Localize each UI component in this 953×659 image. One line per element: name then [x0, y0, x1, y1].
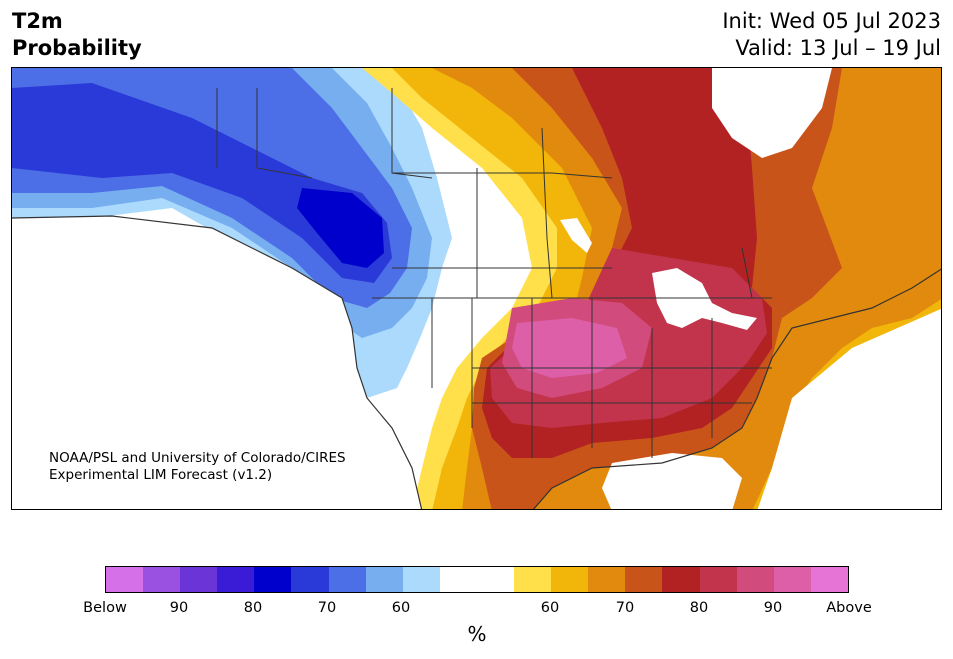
credit-text: NOAA/PSL and University of Colorado/CIRE… [49, 450, 346, 484]
colorbar [105, 566, 849, 593]
colorbar-swatch-18 [773, 567, 811, 592]
cold-80-region [12, 83, 392, 283]
colorbar-tick-cold-70: 70 [317, 600, 337, 616]
colorbar-swatch-10 [476, 567, 515, 592]
colorbar-swatch-15 [662, 567, 700, 592]
warm-95-region [512, 318, 627, 378]
colorbar-swatch-1 [143, 567, 181, 592]
coastline [12, 215, 941, 509]
colorbar-tick-warm-70: 70 [615, 600, 635, 616]
hudson-bay [712, 68, 832, 158]
colorbar-swatch-17 [736, 567, 774, 592]
political-borders [216, 88, 772, 458]
colorbar-swatch-4 [254, 567, 292, 592]
map-svg [12, 68, 941, 509]
colorbar-tick-cold-60: 60 [391, 600, 411, 616]
colorbar-tick-warm-90: 90 [763, 600, 783, 616]
colorbar-swatch-11 [514, 567, 552, 592]
pacific-ocean [12, 216, 422, 509]
colorbar-swatch-19 [810, 567, 848, 592]
colorbar-swatch-7 [365, 567, 403, 592]
atlantic-ocean [757, 308, 941, 509]
credit-line2: Experimental LIM Forecast (v1.2) [49, 467, 273, 483]
colorbar-tick-warm-80: 80 [689, 600, 709, 616]
forecast-dates: Init: Wed 05 Jul 2023 Valid: 13 Jul – 19… [722, 8, 941, 62]
title-metric: Probability [12, 36, 142, 60]
colorbar-swatch-6 [328, 567, 366, 592]
colorbar-swatch-5 [291, 567, 329, 592]
credit-line1: NOAA/PSL and University of Colorado/CIRE… [49, 450, 346, 466]
colorbar-swatch-8 [402, 567, 440, 592]
colorbar-swatch-3 [217, 567, 255, 592]
colorbar-swatch-14 [625, 567, 663, 592]
colorbar-swatch-13 [588, 567, 626, 592]
colorbar-swatch-0 [106, 567, 144, 592]
title-variable: T2m [12, 9, 63, 33]
map-title: T2m Probability [12, 8, 142, 62]
gulf-of-mexico [602, 453, 742, 509]
valid-range: Valid: 13 Jul – 19 Jul [735, 36, 941, 60]
great-lakes [652, 268, 757, 330]
forecast-map [11, 67, 942, 510]
colorbar-swatch-12 [551, 567, 589, 592]
colorbar-tick-above: Above [826, 600, 872, 616]
colorbar-tick-warm-60: 60 [540, 600, 560, 616]
colorbar-swatch-2 [180, 567, 218, 592]
lake-winnipeg [560, 218, 592, 253]
colorbar-swatch-9 [439, 567, 477, 592]
colorbar-tick-cold-80: 80 [243, 600, 263, 616]
colorbar-tick-below: Below [83, 600, 127, 616]
colorbar-unit: % [467, 622, 487, 646]
colorbar-tick-cold-90: 90 [169, 600, 189, 616]
colorbar-swatch-16 [699, 567, 737, 592]
init-date: Init: Wed 05 Jul 2023 [722, 9, 941, 33]
cold-85-region [297, 188, 384, 268]
